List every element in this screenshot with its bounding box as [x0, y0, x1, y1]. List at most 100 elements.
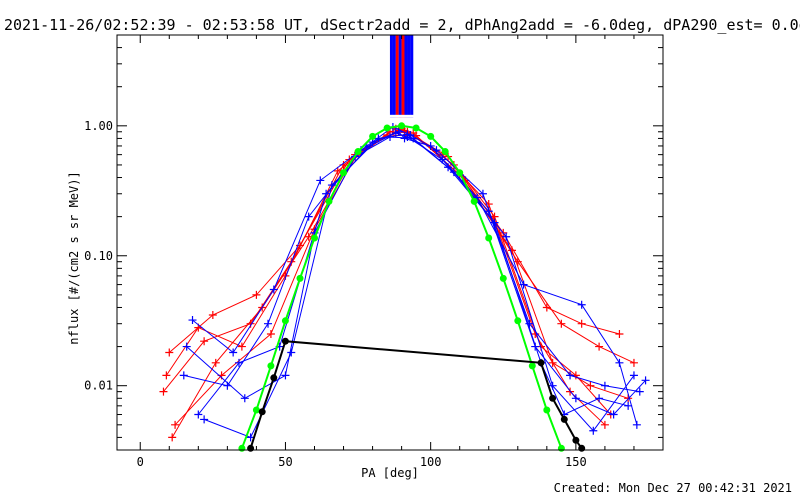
data-point — [322, 189, 331, 198]
data-point — [229, 348, 238, 357]
data-point — [514, 317, 522, 325]
data-point — [369, 132, 377, 140]
data-point — [560, 415, 568, 423]
data-point — [586, 381, 595, 390]
data-point — [485, 234, 493, 242]
data-point — [470, 197, 478, 205]
y-tick-label: 1.00 — [84, 119, 113, 133]
ticks-layer: 0 50 100 150 1.00 0.10 0.01 — [84, 35, 664, 469]
data-point — [557, 319, 566, 328]
x-tick-label: 100 — [420, 455, 442, 469]
plot-frame — [116, 34, 664, 451]
data-point — [281, 371, 290, 380]
y-axis-label: nflux [#/(cm2 s sr MeV)] — [67, 171, 81, 344]
data-point — [456, 169, 464, 177]
data-point — [394, 127, 403, 136]
data-point — [412, 124, 420, 132]
data-point — [168, 433, 177, 442]
data-point — [513, 257, 522, 266]
created-timestamp: Created: Mon Dec 27 00:42:31 2021 — [553, 481, 792, 495]
data-point — [258, 408, 266, 416]
series-10 — [238, 122, 565, 452]
data-point — [403, 130, 412, 139]
data-point — [615, 329, 624, 338]
data-point — [589, 426, 598, 435]
data-point — [252, 290, 261, 299]
data-point — [237, 342, 246, 351]
data-point — [557, 444, 565, 452]
vertical-lines-layer — [386, 35, 418, 118]
data-point — [200, 415, 209, 424]
data-point — [179, 371, 188, 380]
data-point — [641, 376, 650, 385]
data-point — [270, 374, 278, 382]
data-point — [287, 348, 296, 357]
data-point — [566, 371, 575, 380]
data-point — [208, 311, 217, 320]
data-point — [572, 436, 580, 444]
data-point — [383, 124, 391, 132]
data-point — [281, 337, 289, 345]
data-point — [595, 342, 604, 351]
series-8 — [182, 133, 633, 419]
data-point — [632, 420, 641, 429]
data-point — [577, 319, 586, 328]
x-tick-label: 0 — [137, 455, 144, 469]
data-point — [269, 285, 278, 294]
data-point — [238, 444, 246, 452]
x-tick-label: 150 — [565, 455, 587, 469]
series-7-line — [197, 131, 638, 425]
series-9 — [200, 130, 638, 442]
data-point — [571, 394, 580, 403]
data-point — [211, 358, 220, 367]
data-point — [600, 381, 609, 390]
data-point — [165, 348, 174, 357]
data-point — [502, 232, 511, 241]
data-point — [499, 274, 507, 282]
data-point — [609, 410, 618, 419]
data-point — [624, 401, 633, 410]
x-tick-label: 50 — [278, 455, 292, 469]
data-point — [296, 274, 304, 282]
data-point — [600, 420, 609, 429]
data-point — [577, 300, 586, 309]
vertical-line-cap — [386, 114, 418, 118]
data-point — [548, 381, 557, 390]
data-point — [194, 410, 203, 419]
data-point — [159, 387, 168, 396]
series-1 — [159, 127, 633, 403]
data-point — [354, 148, 362, 155]
data-point — [427, 132, 435, 140]
data-point — [398, 122, 406, 130]
data-point — [252, 406, 260, 414]
series-8-line — [186, 136, 629, 416]
data-point — [304, 212, 313, 221]
series-0-line — [168, 128, 620, 353]
series-7 — [194, 127, 641, 429]
data-point — [316, 176, 325, 185]
series-5 — [188, 122, 644, 396]
data-point — [267, 362, 275, 370]
y-tick-label: 0.01 — [84, 379, 113, 393]
data-point — [478, 189, 487, 198]
data-point — [629, 358, 638, 367]
series-0 — [165, 124, 624, 357]
data-point — [578, 444, 586, 452]
data-point — [537, 359, 545, 367]
data-point — [266, 329, 275, 338]
series-2-line — [174, 130, 612, 426]
series-11-line — [249, 340, 583, 449]
data-point — [374, 134, 383, 143]
data-point — [234, 358, 243, 367]
data-point — [281, 317, 289, 325]
data-point — [240, 394, 249, 403]
series-4 — [168, 124, 609, 442]
data-point — [247, 444, 255, 452]
data-point — [595, 394, 604, 403]
data-point — [629, 371, 638, 380]
data-point — [311, 234, 318, 242]
data-point — [188, 316, 197, 325]
data-point — [635, 387, 644, 396]
data-point — [200, 337, 209, 346]
